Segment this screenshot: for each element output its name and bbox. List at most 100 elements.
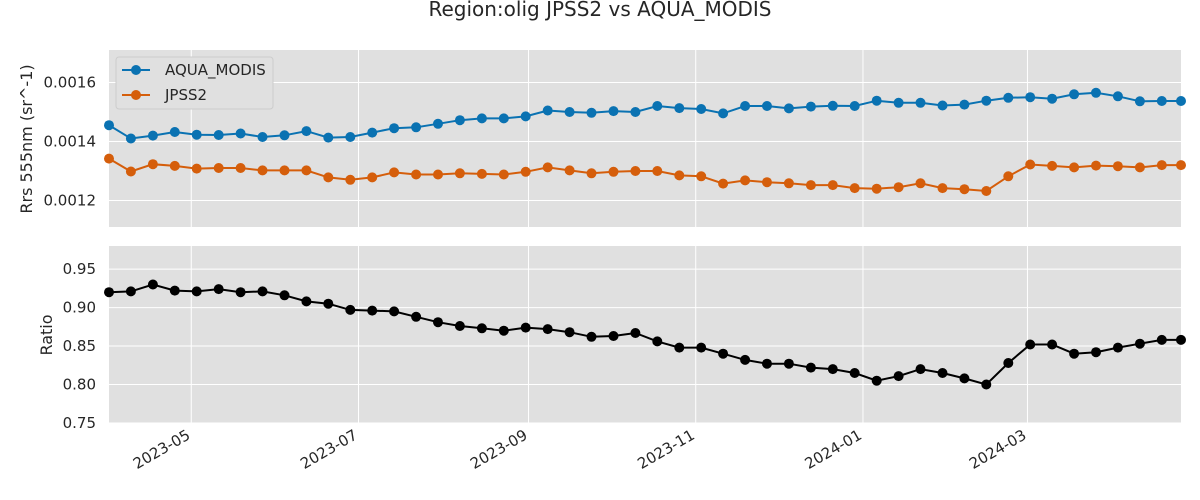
bottom-series-layer bbox=[104, 279, 1186, 390]
aqua-modis-point bbox=[1176, 96, 1186, 106]
ratio-point bbox=[1091, 347, 1101, 358]
aqua-modis-point bbox=[235, 128, 246, 139]
ratio-point bbox=[652, 336, 663, 347]
jpss2-point bbox=[586, 168, 597, 179]
aqua-modis-point bbox=[1156, 96, 1167, 106]
aqua-modis-point bbox=[915, 97, 926, 108]
jpss2-point bbox=[520, 166, 531, 177]
ratio-point bbox=[718, 348, 729, 359]
aqua-modis-point bbox=[542, 105, 553, 116]
legend: AQUA_MODIS JPSS2 bbox=[115, 56, 274, 110]
jpss2-point bbox=[630, 166, 641, 176]
jpss2-point bbox=[783, 178, 794, 189]
ratio-point bbox=[849, 368, 860, 378]
figure-title: Region:olig JPSS2 vs AQUA_MODIS bbox=[428, 0, 771, 21]
ratio-point bbox=[147, 279, 158, 290]
aqua-modis-point bbox=[301, 126, 312, 137]
jpss2-point bbox=[1047, 160, 1058, 171]
jpss2-point bbox=[147, 159, 158, 170]
y-tick-label: 0.0014 bbox=[44, 132, 97, 150]
aqua-modis-point bbox=[805, 101, 816, 112]
ratio-point bbox=[674, 342, 685, 353]
jpss2-point bbox=[389, 167, 400, 178]
jpss2-point bbox=[827, 180, 838, 191]
ratio-point bbox=[696, 342, 707, 353]
ratio-point bbox=[608, 331, 619, 341]
aqua-modis-point bbox=[498, 113, 509, 124]
aqua-modis-point bbox=[476, 113, 487, 124]
aqua-modis-point bbox=[169, 127, 180, 137]
jpss2-point bbox=[893, 182, 904, 193]
jpss2-point bbox=[915, 178, 926, 189]
ratio-point bbox=[279, 290, 290, 301]
ratio-point bbox=[1156, 334, 1167, 345]
aqua-modis-point bbox=[389, 123, 400, 134]
aqua-modis-point bbox=[520, 111, 531, 122]
jpss2-point bbox=[191, 163, 202, 174]
jpss2-point bbox=[257, 165, 268, 176]
jpss2-point bbox=[718, 178, 729, 189]
jpss2-point bbox=[1091, 160, 1101, 171]
aqua-modis-point bbox=[257, 132, 268, 142]
jpss2-point bbox=[235, 163, 246, 173]
aqua-modis-point bbox=[630, 107, 641, 117]
ratio-point bbox=[871, 375, 882, 386]
legend-entry-aqua-modis: AQUA_MODIS bbox=[122, 61, 266, 80]
ratio-point bbox=[213, 284, 224, 295]
x-tick-label: 2023-11 bbox=[634, 426, 697, 473]
aqua-modis-point bbox=[213, 130, 224, 140]
aqua-modis-point bbox=[674, 103, 685, 114]
aqua-modis-point bbox=[849, 101, 860, 111]
top-y-tick-labels: 0.0012 0.0014 0.0016 bbox=[44, 73, 97, 209]
aqua-modis-point bbox=[367, 127, 378, 138]
aqua-modis-point bbox=[696, 104, 707, 114]
aqua-modis-point bbox=[1069, 89, 1080, 100]
ratio-point bbox=[345, 304, 356, 315]
bottom-y-tick-labels: 0.75 0.80 0.85 0.90 0.95 bbox=[63, 260, 96, 432]
ratio-point bbox=[827, 364, 838, 375]
jpss2-point bbox=[1176, 160, 1186, 171]
aqua-modis-point bbox=[762, 101, 772, 111]
aqua-modis-point bbox=[345, 132, 356, 142]
y-tick-label: 0.0012 bbox=[44, 191, 97, 209]
jpss2-point bbox=[937, 183, 948, 194]
ratio-point bbox=[915, 364, 926, 375]
jpss2-point bbox=[169, 160, 180, 171]
bottom-panel-ratio: 0.750.800.850.900.95 Ratio 2023-05 2023-0… bbox=[37, 246, 1186, 473]
ratio-point bbox=[323, 298, 334, 309]
legend-jpss2-marker bbox=[131, 90, 141, 100]
x-tick-label: 2023-05 bbox=[130, 426, 193, 473]
ratio-point bbox=[630, 328, 641, 338]
y-tick-label: 0.90 bbox=[63, 299, 96, 317]
aqua-modis-point bbox=[959, 99, 970, 110]
jpss2-point bbox=[1069, 162, 1080, 173]
ratio-point bbox=[1047, 339, 1058, 350]
jpss2-point bbox=[476, 168, 487, 179]
ratio-point bbox=[893, 371, 904, 382]
aqua-modis-point bbox=[191, 129, 202, 140]
ratio-point bbox=[125, 286, 136, 297]
ratio-point bbox=[301, 296, 312, 307]
x-tick-label: 2024-01 bbox=[802, 426, 865, 473]
top-y-axis-label: Rrs 555nm (sr^-1) bbox=[17, 64, 36, 213]
jpss2-point bbox=[454, 168, 465, 179]
jpss2-point bbox=[411, 169, 422, 180]
aqua-modis-point bbox=[323, 132, 334, 143]
aqua-modis-point bbox=[1091, 87, 1101, 98]
jpss2-point bbox=[849, 183, 860, 194]
aqua-modis-point bbox=[937, 100, 948, 111]
jpss2-point bbox=[301, 165, 312, 176]
aqua-modis-point bbox=[783, 103, 794, 114]
aqua-modis-point bbox=[125, 133, 136, 144]
aqua-modis-point bbox=[564, 107, 575, 117]
ratio-point bbox=[235, 287, 246, 298]
ratio-point bbox=[257, 286, 268, 297]
jpss2-point bbox=[323, 172, 334, 183]
ratio-point bbox=[454, 321, 465, 331]
jpss2-point bbox=[762, 177, 772, 188]
aqua-modis-point bbox=[1025, 92, 1036, 103]
ratio-point bbox=[389, 306, 400, 317]
x-tick-labels: 2023-05 2023-07 2023-09 2023-11 2024-01 2024-… bbox=[130, 426, 1030, 473]
ratio-point bbox=[783, 358, 794, 369]
ratio-point bbox=[1069, 348, 1080, 359]
